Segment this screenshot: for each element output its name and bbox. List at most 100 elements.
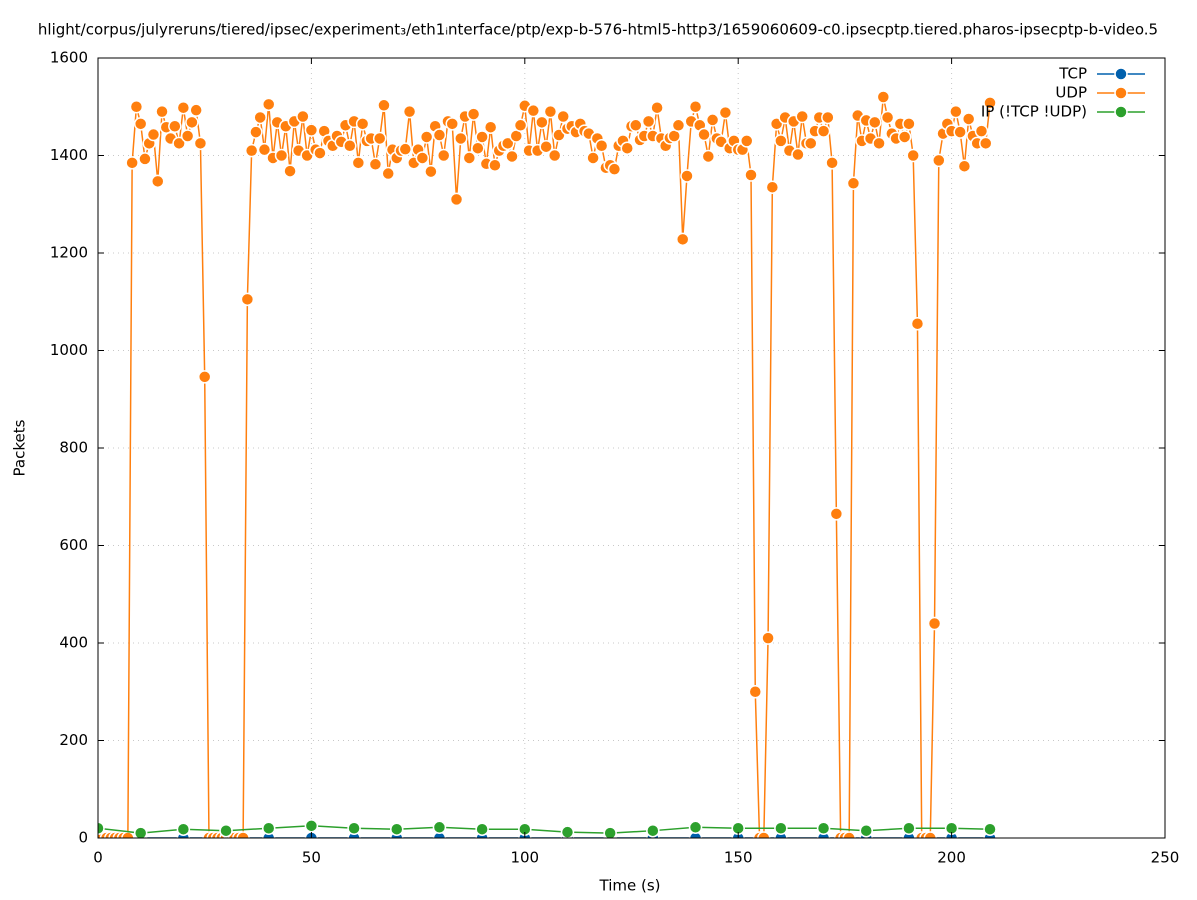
data-point [475,130,489,144]
data-point [355,117,370,131]
data-point [983,96,997,110]
legend-marker [1114,86,1128,100]
data-point [244,143,259,158]
data-point [445,117,459,131]
data-point [748,685,763,699]
data-point [953,125,967,139]
data-point [471,141,485,155]
y-axis-label: Packets [11,419,29,476]
data-point [240,292,255,307]
legend-label: UDP [1055,84,1087,102]
y-tick-label: 0 [78,829,88,847]
data-point [424,164,438,179]
data-point [718,105,733,120]
data-point [483,120,498,134]
data-point [296,109,310,124]
data-point [897,130,912,144]
data-point [475,822,489,836]
data-point [842,831,856,838]
legend-marker [1114,67,1128,81]
data-point [172,136,186,151]
data-point [185,115,199,130]
y-tick-label: 1400 [50,146,88,164]
data-point [974,124,989,138]
data-point [603,826,617,838]
data-point [949,104,963,119]
data-point [646,823,660,838]
data-point [650,100,664,115]
data-point [556,109,570,124]
data-point [505,149,519,164]
data-point [98,821,105,835]
data-point [261,97,276,112]
data-point [957,159,972,173]
data-point [253,110,267,125]
x-tick-label: 150 [724,849,753,867]
y-tick-label: 200 [59,731,88,749]
data-point [129,100,144,114]
data-point [197,370,212,384]
data-point [739,134,754,148]
data-point [155,104,169,119]
data-point [961,112,976,126]
data-point [257,142,272,157]
data-point [791,147,805,162]
legend-label: IP (!TCP !UDP) [981,103,1087,121]
chart-title: hlight/corpus/julyreruns/tiered/ipsec/ex… [38,21,1158,39]
x-tick-label: 0 [93,849,103,867]
data-point [876,90,891,104]
data-point [133,826,148,838]
data-point [872,136,886,151]
data-point [902,117,916,131]
y-tick-label: 1200 [50,244,88,262]
data-point [304,123,319,137]
data-point [261,821,276,835]
data-point [193,136,208,151]
data-point [347,821,361,835]
data-point [680,169,694,183]
series-line [98,825,991,834]
data-point [825,156,839,170]
data-point [688,100,703,114]
data-point [774,134,788,148]
data-point [859,823,873,838]
data-point [133,117,148,131]
data-point [219,823,233,838]
data-point [795,109,809,124]
data-point [671,118,686,133]
data-point [513,118,528,133]
data-point [526,103,541,118]
data-point [180,129,195,143]
data-point [761,631,775,645]
data-point [906,148,920,163]
data-point [804,136,818,151]
data-point [774,821,788,835]
data-point [500,136,515,151]
data-point [283,164,297,178]
data-point [313,146,327,160]
y-tick-label: 1000 [50,341,88,359]
x-tick-label: 200 [937,849,966,867]
data-point [705,113,720,127]
y-tick-label: 600 [59,536,88,554]
data-point [398,142,413,156]
plot-area [98,90,997,838]
data-point [821,110,835,125]
y-tick-label: 400 [59,634,88,652]
data-point [176,100,191,115]
data-point [454,131,468,146]
data-point [620,141,634,155]
data-point [641,114,656,129]
data-point [377,98,391,113]
data-point [462,151,477,165]
data-point [274,148,289,163]
data-point [547,148,562,163]
x-tick-label: 100 [510,849,539,867]
data-point [868,115,882,130]
data-point [402,104,417,119]
data-point [125,156,139,170]
data-point [594,139,609,153]
x-axis-label: Time (s) [599,877,661,895]
data-point [372,131,387,146]
